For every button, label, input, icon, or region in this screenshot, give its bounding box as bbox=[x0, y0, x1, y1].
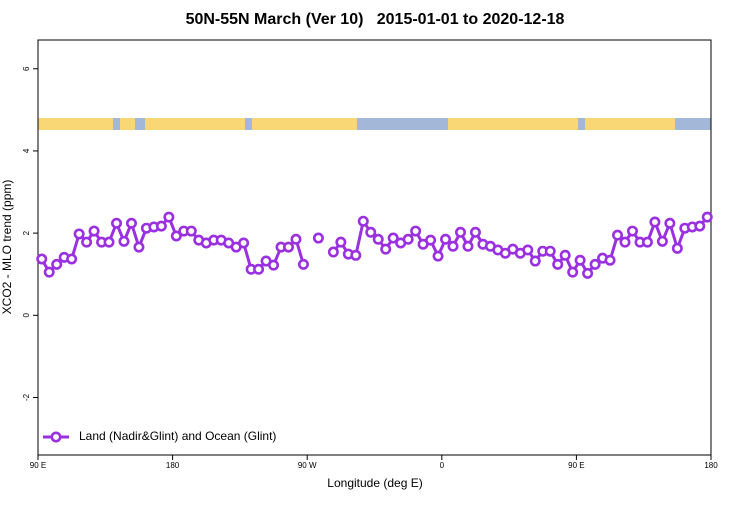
data-point bbox=[350, 249, 362, 261]
data-point bbox=[125, 217, 137, 229]
data-point bbox=[469, 226, 481, 238]
data-point bbox=[283, 241, 295, 253]
data-point bbox=[694, 220, 706, 232]
data-point bbox=[66, 253, 78, 265]
data-point bbox=[163, 211, 175, 223]
data-point bbox=[357, 215, 369, 227]
data-point bbox=[290, 233, 302, 245]
data-point bbox=[365, 226, 377, 238]
y-tick-label: -2 bbox=[22, 393, 31, 401]
data-point bbox=[552, 258, 564, 270]
data-point bbox=[529, 255, 541, 267]
data-point bbox=[701, 211, 713, 223]
x-tick-label: 180 bbox=[166, 461, 180, 470]
data-point bbox=[81, 236, 93, 248]
data-point bbox=[656, 235, 668, 247]
data-point bbox=[297, 258, 309, 270]
data-point bbox=[268, 259, 280, 271]
data-point bbox=[454, 226, 466, 238]
data-point bbox=[380, 243, 392, 255]
data-point bbox=[589, 258, 601, 270]
x-axis-label: Longitude (deg E) bbox=[327, 476, 422, 490]
data-point bbox=[312, 232, 324, 244]
data-point bbox=[425, 234, 437, 246]
data-point bbox=[327, 246, 339, 258]
x-tick-label: 180 bbox=[704, 461, 718, 470]
x-tick-label: 90 E bbox=[30, 461, 46, 470]
data-point bbox=[36, 253, 48, 265]
data-point bbox=[671, 242, 683, 254]
data-point bbox=[387, 232, 399, 244]
data-point bbox=[559, 249, 571, 261]
data-point bbox=[155, 220, 167, 232]
data-point bbox=[133, 241, 145, 253]
data-point bbox=[88, 225, 100, 237]
data-point bbox=[574, 254, 586, 266]
data-point bbox=[612, 229, 624, 241]
y-tick-label: 4 bbox=[22, 148, 31, 153]
plot-frame bbox=[37, 39, 712, 456]
data-point bbox=[649, 216, 661, 228]
data-point bbox=[447, 240, 459, 252]
data-point bbox=[118, 235, 130, 247]
y-tick-label: 0 bbox=[22, 313, 31, 318]
legend-marker bbox=[50, 431, 62, 443]
data-point bbox=[432, 250, 444, 262]
chart-title: 50N-55N March (Ver 10) 2015-01-01 to 202… bbox=[186, 11, 565, 28]
data-point bbox=[185, 225, 197, 237]
legend-label: Land (Nadir&Glint) and Ocean (Glint) bbox=[79, 429, 276, 443]
data-point bbox=[410, 225, 422, 237]
data-point bbox=[440, 233, 452, 245]
y-tick-label: 2 bbox=[22, 230, 31, 235]
data-point bbox=[604, 254, 616, 266]
data-point bbox=[103, 236, 115, 248]
data-point bbox=[170, 230, 182, 242]
data-point bbox=[43, 266, 55, 278]
y-axis-label: XCO2 - MLO trend (ppm) bbox=[0, 180, 14, 315]
data-point bbox=[664, 217, 676, 229]
data-point bbox=[567, 266, 579, 278]
x-tick-label: 0 bbox=[440, 461, 445, 470]
x-tick-label: 90 E bbox=[568, 461, 584, 470]
data-point bbox=[626, 225, 638, 237]
data-point bbox=[402, 233, 414, 245]
data-point bbox=[582, 267, 594, 279]
data-point bbox=[544, 245, 556, 257]
data-point bbox=[253, 263, 265, 275]
data-point bbox=[372, 233, 384, 245]
data-point bbox=[238, 237, 250, 249]
data-point bbox=[522, 244, 534, 256]
data-point bbox=[335, 236, 347, 248]
y-tick-label: 6 bbox=[22, 66, 31, 71]
x-tick-label: 90 W bbox=[298, 461, 317, 470]
data-point bbox=[111, 217, 123, 229]
data-point bbox=[641, 236, 653, 248]
data-point bbox=[462, 240, 474, 252]
data-point bbox=[51, 258, 63, 270]
data-point bbox=[73, 228, 85, 240]
surface-strip bbox=[38, 118, 711, 130]
data-point bbox=[619, 236, 631, 248]
